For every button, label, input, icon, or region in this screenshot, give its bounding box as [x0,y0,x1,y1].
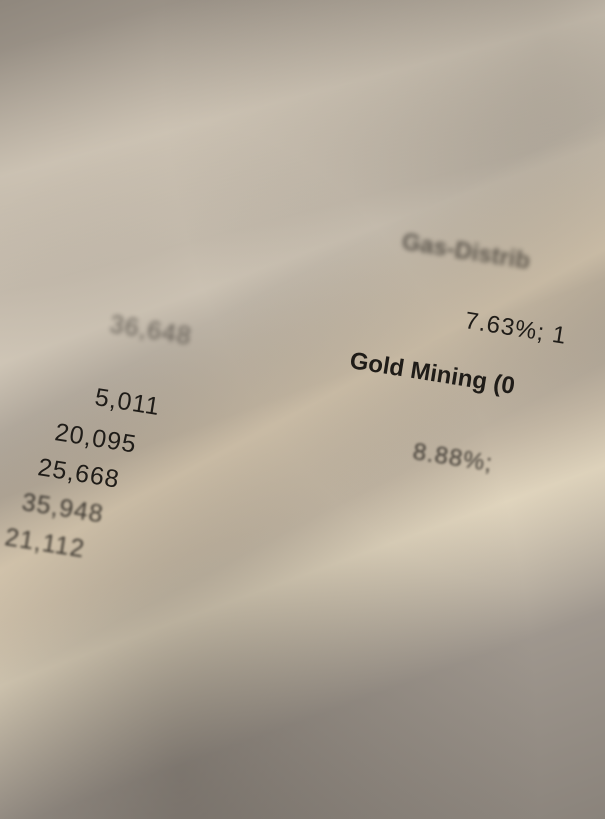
gold-heading: Gold Mining (0 [347,347,517,400]
gas-heading: Gas-Distrib [399,228,532,276]
gas-value: 7.63%; 1 [462,307,569,350]
number: 35,948 [19,488,106,529]
number: 25,668 [35,453,122,494]
number: 20,095 [52,418,139,459]
gold-value: 8.88%; [410,438,495,478]
number: 5,011 [92,383,163,422]
number-far: 36,648 [107,310,194,351]
number: 21,112 [2,523,87,564]
